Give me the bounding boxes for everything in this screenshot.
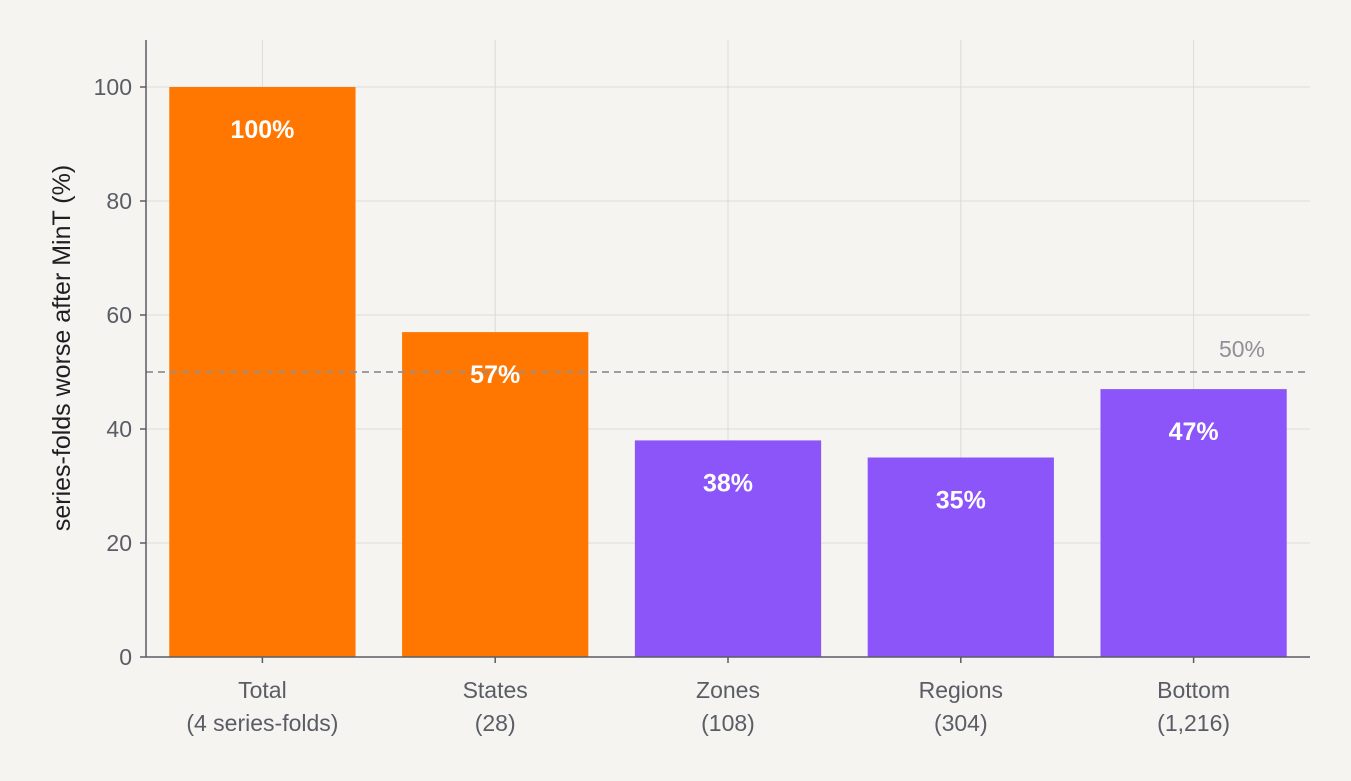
x-tick-label: (108) xyxy=(701,710,755,736)
reference-line-label: 50% xyxy=(1219,336,1265,362)
x-tick-label: (304) xyxy=(934,710,988,736)
y-tick-label: 40 xyxy=(106,416,132,442)
bar-data-label: 47% xyxy=(1169,418,1219,446)
bar xyxy=(1100,389,1287,657)
bar xyxy=(867,457,1054,657)
bar xyxy=(634,440,822,657)
x-tick-label: (1,216) xyxy=(1157,710,1230,736)
y-axis-title: series-folds worse after MinT (%) xyxy=(48,165,76,531)
x-tick-label: (28) xyxy=(475,710,516,736)
bars-layer xyxy=(169,87,1287,657)
x-tick-label: Zones xyxy=(696,677,760,703)
bar-data-label: 57% xyxy=(470,361,520,389)
bar-data-label: 100% xyxy=(230,116,294,144)
x-tick-label: (4 series-folds) xyxy=(186,710,338,736)
x-tick-label: States xyxy=(463,677,528,703)
x-tick-label: Bottom xyxy=(1157,677,1230,703)
bar xyxy=(402,332,589,657)
x-tick-label: Regions xyxy=(919,677,1003,703)
y-tick-label: 20 xyxy=(106,530,132,556)
y-tick-label: 0 xyxy=(119,644,132,670)
y-tick-label: 100 xyxy=(94,74,132,100)
y-tick-label: 60 xyxy=(106,302,132,328)
bar-data-label: 38% xyxy=(703,469,753,497)
bar-data-label: 35% xyxy=(936,487,986,515)
y-tick-label: 80 xyxy=(106,188,132,214)
labels-layer: 0 20 40 60 80 100 100% Total (4 series-folds) 57%… xyxy=(94,74,1265,736)
x-tick-label: Total xyxy=(238,677,287,703)
axes-layer xyxy=(140,40,1310,663)
